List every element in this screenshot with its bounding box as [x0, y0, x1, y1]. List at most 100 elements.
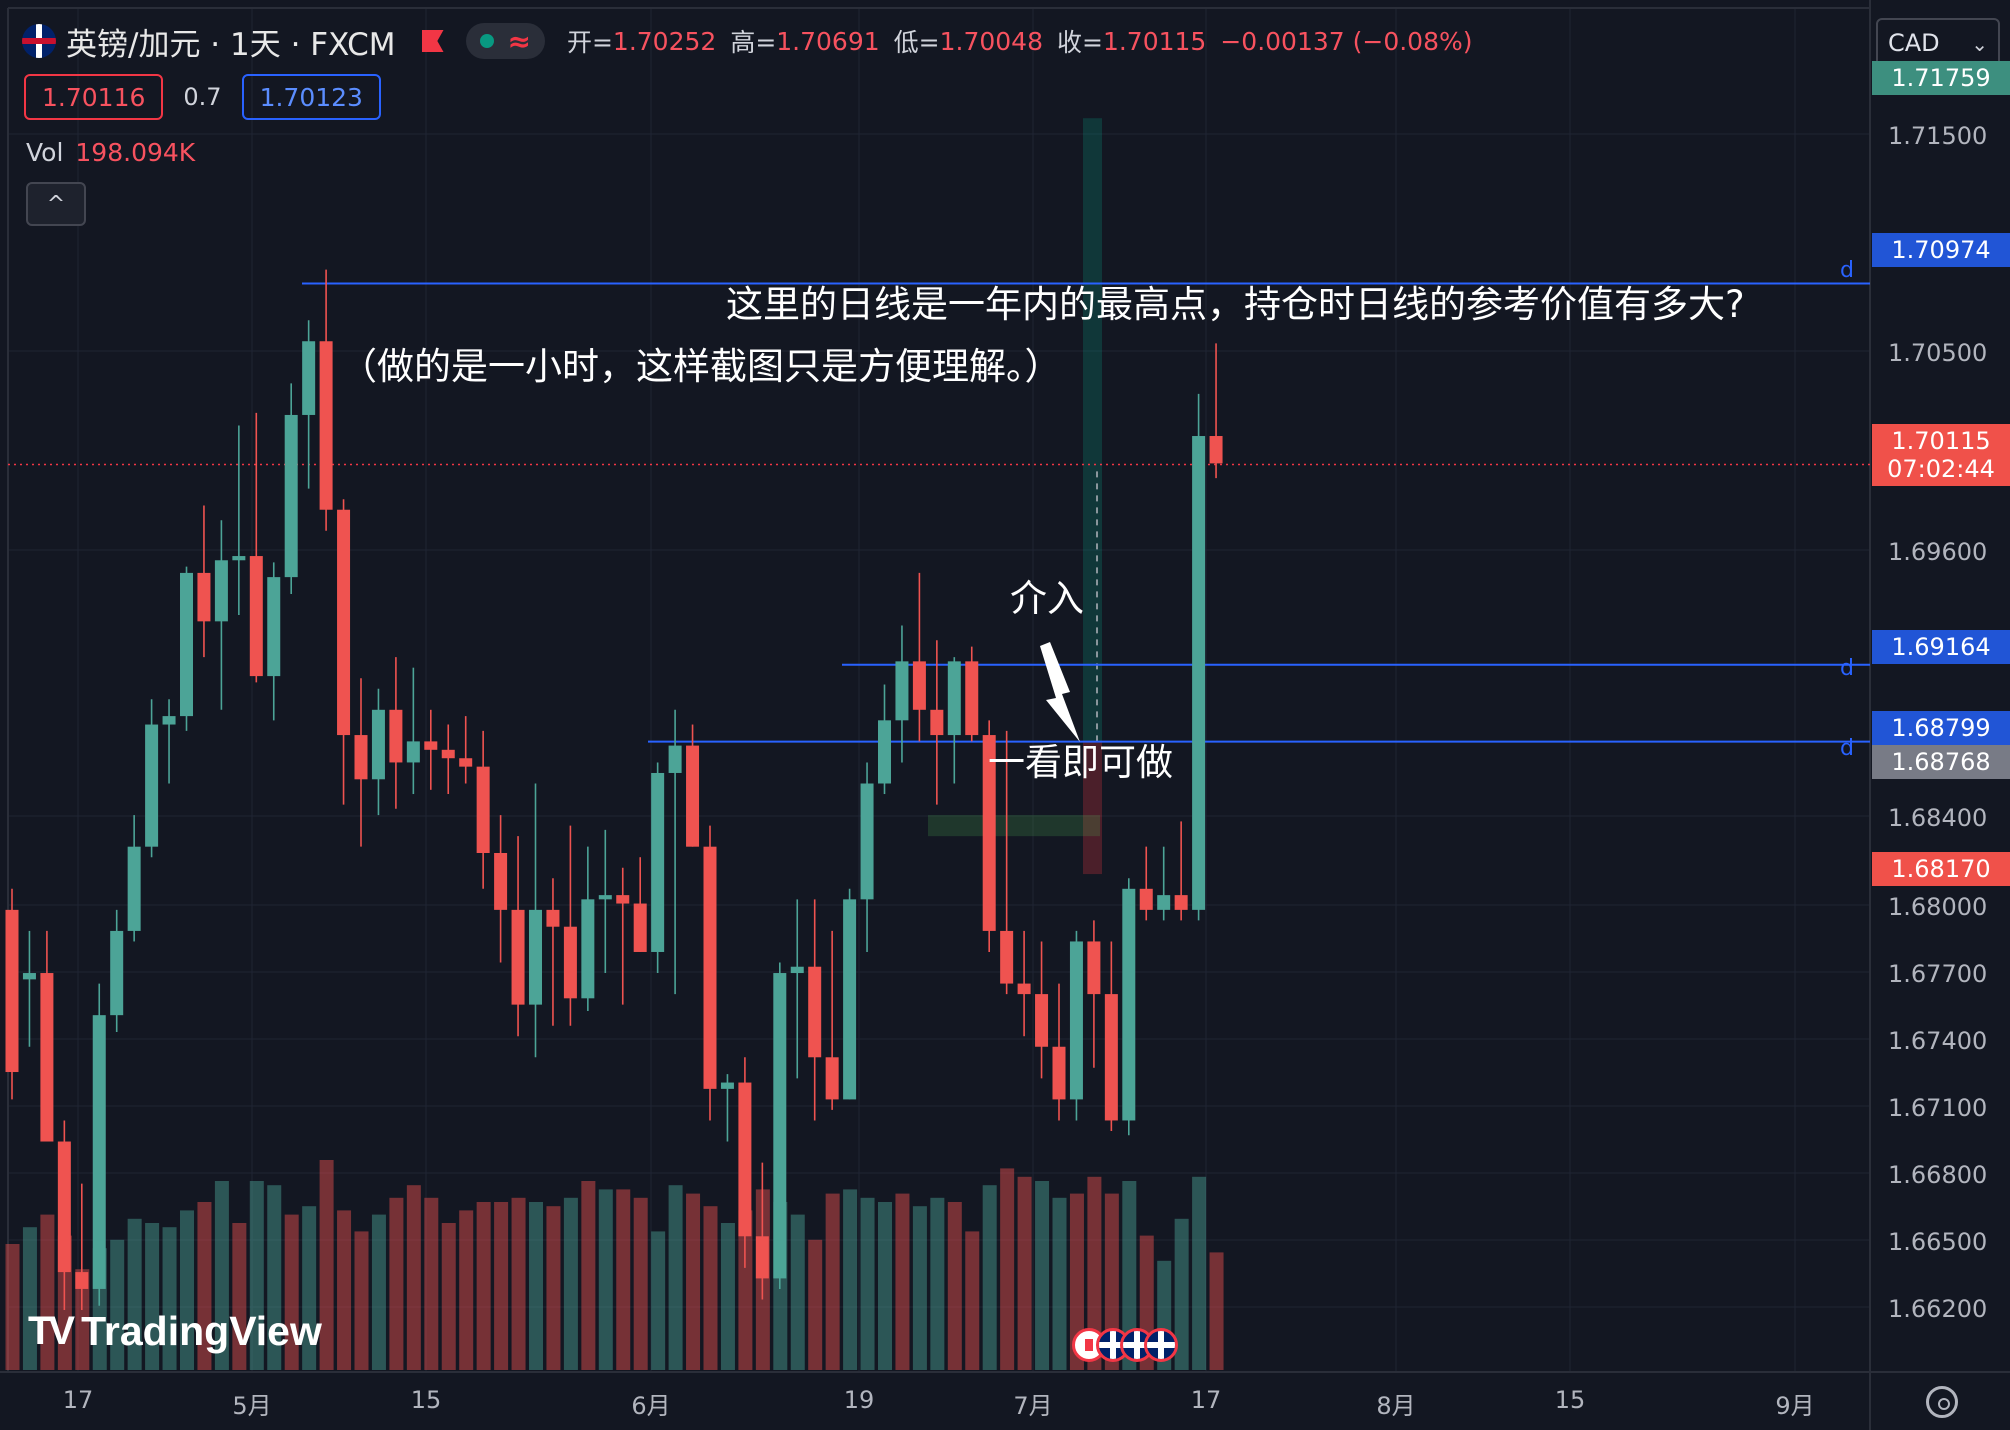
volume-bar — [389, 1197, 404, 1370]
volume-bar — [738, 1210, 753, 1370]
candle-body — [947, 661, 961, 736]
candle-body — [284, 414, 298, 578]
volume-bar — [127, 1218, 142, 1370]
volume-bar — [75, 1269, 90, 1370]
candle-body — [494, 853, 508, 910]
axis-settings-gear-icon[interactable] — [1926, 1386, 1958, 1418]
candle-body — [232, 556, 246, 561]
buy-price-button[interactable]: 1.70123 — [241, 74, 381, 120]
stop-loss-price-label[interactable]: 1.68170 — [1872, 852, 2010, 886]
time-tick: 17 — [1190, 1386, 1222, 1414]
time-tick: 5月 — [232, 1392, 272, 1420]
sell-price-button[interactable]: 1.70116 — [24, 74, 164, 120]
chevron-up-icon: ^ — [46, 191, 66, 217]
uk-event-icon[interactable] — [1144, 1328, 1178, 1362]
chevron-down-icon: ⌄ — [1971, 32, 1988, 56]
symbol-legend: 英镑/加元 · 1天 · FXCM ≈ 开= 1.70252 高= 1.7069… — [22, 18, 1483, 64]
candle-body — [1000, 930, 1014, 984]
volume-bar — [1192, 1176, 1207, 1370]
hline-marker: d — [1840, 656, 1854, 681]
hline-marker: d — [1840, 736, 1854, 761]
take-profit-price-label[interactable]: 1.71759 — [1872, 61, 2010, 95]
price-tick: 1.67100 — [1888, 1094, 1988, 1122]
ohlc-close-value: 1.70115 — [1102, 26, 1207, 56]
candle-body — [912, 661, 926, 710]
hline-price-label[interactable]: 1.69164 — [1872, 630, 2010, 664]
candle-body — [581, 899, 595, 999]
collapse-legend-button[interactable]: ^ — [26, 182, 86, 226]
ohlc-close-label: 收= — [1057, 28, 1103, 57]
volume-bar — [459, 1210, 474, 1370]
economic-events[interactable] — [1072, 1328, 1178, 1362]
volume-bar — [1087, 1176, 1102, 1370]
flag-icon[interactable] — [421, 30, 444, 52]
volume-bar — [40, 1214, 55, 1370]
uk-event-icon[interactable] — [1096, 1328, 1130, 1362]
candle-body — [249, 556, 263, 677]
candle-body — [563, 926, 577, 999]
candle-body — [529, 909, 542, 1005]
candle-body — [197, 572, 211, 622]
volume-bar — [965, 1231, 980, 1370]
candle-body — [511, 909, 525, 1005]
volume-bar — [703, 1206, 718, 1370]
volume-bar — [878, 1202, 892, 1370]
candle-body — [930, 709, 944, 736]
currency-value: CAD — [1888, 29, 1940, 57]
price-tick: 1.68400 — [1888, 804, 1988, 832]
candle-body — [267, 577, 281, 677]
price-change: −0.00137 (−0.08%) — [1220, 26, 1473, 56]
candle-body — [75, 1272, 89, 1289]
candle-body — [1104, 994, 1118, 1121]
volume-bar — [511, 1197, 526, 1370]
hline-price-label[interactable]: 1.70974 — [1872, 233, 2010, 267]
price-tick: 1.67700 — [1888, 960, 1988, 988]
last-price-label[interactable]: 1.70115 07:02:44 — [1872, 424, 2010, 486]
candle-body — [145, 724, 159, 847]
volume-bar — [563, 1197, 578, 1370]
price-tick: 1.69600 — [1888, 538, 1988, 566]
market-open-dot-icon — [479, 34, 494, 48]
entry-price-label[interactable]: 1.68768 — [1872, 745, 2010, 779]
candle-body — [651, 772, 665, 952]
candle-body — [1017, 983, 1031, 995]
candle-body — [843, 899, 857, 1100]
last-price-value: 1.70115 — [1891, 427, 1991, 455]
price-tick: 1.66200 — [1888, 1295, 1988, 1323]
volume-bar — [476, 1202, 491, 1370]
candle-body — [1192, 436, 1206, 910]
candle-body — [598, 895, 612, 900]
annotation-entry[interactable]: 介入 — [1010, 577, 1084, 620]
market-status-pill[interactable]: ≈ — [465, 23, 545, 59]
volume-bar — [581, 1181, 596, 1370]
candle-body — [354, 735, 368, 780]
volume-bar — [808, 1239, 823, 1370]
time-tick: 19 — [843, 1386, 875, 1414]
candle-body — [22, 973, 36, 980]
volume-bar — [302, 1206, 317, 1370]
volume-bar — [494, 1202, 509, 1370]
time-tick: 8月 — [1376, 1392, 1416, 1420]
horizontal-lines[interactable] — [8, 282, 1870, 743]
overlay-layer — [1040, 642, 1080, 742]
annotation-note[interactable]: （做的是一小时，这样截图只是方便理解。） — [340, 345, 1062, 388]
long-position-tool[interactable] — [928, 118, 1102, 875]
annotation-entry-note[interactable]: 一看即可做 — [988, 741, 1173, 784]
candle-body — [965, 661, 979, 736]
ohlc-high-value: 1.70691 — [776, 26, 880, 56]
candle-body — [1052, 1046, 1066, 1100]
price-tick: 1.68000 — [1888, 893, 1988, 921]
annotation-question[interactable]: 这里的日线是一年内的最高点，持仓时日线的参考价值有多大? — [726, 283, 1745, 326]
tradingview-logo[interactable]: TV TradingView — [28, 1308, 322, 1355]
spread-value: 0.7 — [183, 83, 222, 111]
volume-bar — [197, 1202, 212, 1370]
symbol-title[interactable]: 英镑/加元 · 1天 · FXCM — [66, 26, 396, 63]
ohlc-low-value: 1.70048 — [939, 26, 1043, 56]
hline-price-label[interactable]: 1.68799 — [1872, 711, 2010, 745]
volume-value: 198.094K — [75, 138, 196, 167]
volume-legend[interactable]: Vol 198.094K — [26, 138, 195, 167]
volume-bar — [22, 1227, 37, 1370]
candle-body — [860, 783, 874, 900]
